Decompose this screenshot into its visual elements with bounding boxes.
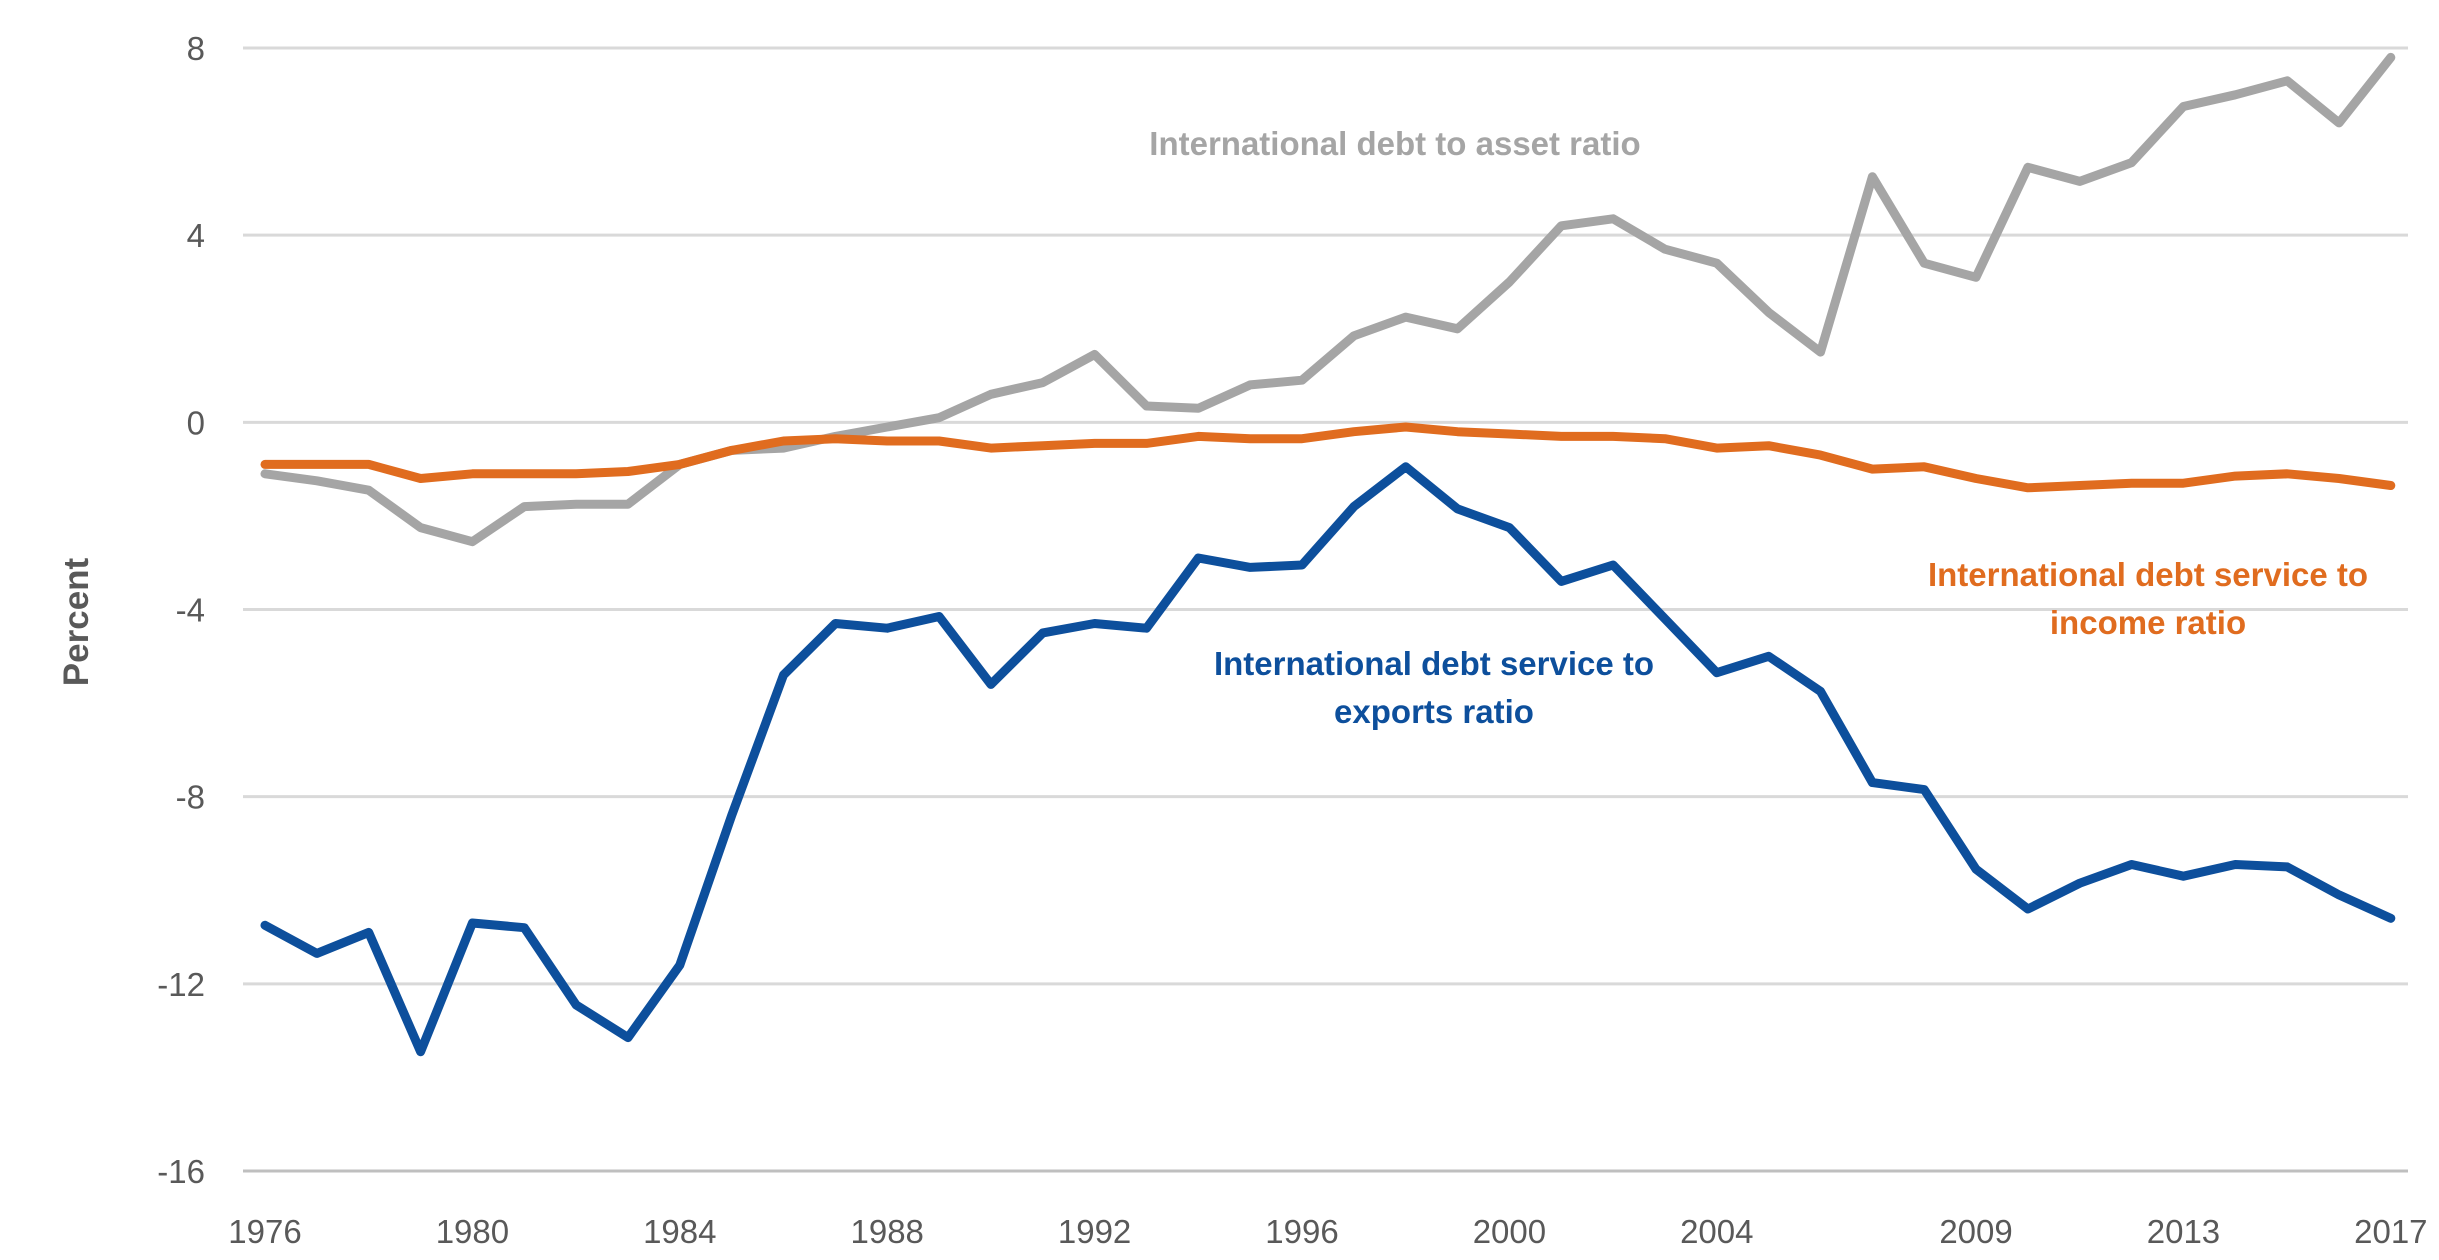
y-tick-label: 4 <box>187 217 205 254</box>
label-exports-ratio-line2: exports ratio <box>1334 693 1534 730</box>
x-tick-label: 1988 <box>850 1213 923 1250</box>
x-tick-label: 1996 <box>1265 1213 1338 1250</box>
y-tick-label: 0 <box>187 404 205 441</box>
x-tick-label: 2000 <box>1473 1213 1546 1250</box>
label-income-ratio-line1: International debt service to <box>1928 556 2368 593</box>
x-axis-ticks: 1976 1980 1984 1988 1992 1996 2000 2004 2009 2013… <box>228 1213 2427 1250</box>
x-tick-label: 2013 <box>2147 1213 2220 1250</box>
series-lines <box>260 52 2396 1057</box>
label-asset-ratio: International debt to asset ratio <box>1149 125 1640 162</box>
x-tick-label: 2009 <box>1939 1213 2012 1250</box>
x-tick-label: 1976 <box>228 1213 301 1250</box>
y-axis-ticks: 8 4 0 -4 -8 -12 -16 <box>157 30 205 1190</box>
x-tick-label: 1984 <box>643 1213 716 1250</box>
x-tick-label: 1980 <box>436 1213 509 1250</box>
y-tick-label: 8 <box>187 30 205 67</box>
label-income-ratio-line2: income ratio <box>2050 604 2246 641</box>
gridlines <box>243 46 2408 1173</box>
y-axis-label: Percent <box>57 557 96 686</box>
label-exports-ratio-line1: International debt service to <box>1214 645 1654 682</box>
series-line-exports-ratio <box>260 462 2396 1057</box>
x-tick-label: 2017 <box>2354 1213 2427 1250</box>
series-line-asset-ratio <box>260 52 2396 547</box>
y-tick-label: -12 <box>157 966 205 1003</box>
x-tick-label: 2004 <box>1680 1213 1753 1250</box>
x-tick-label: 1992 <box>1058 1213 1131 1250</box>
y-tick-label: -4 <box>176 592 205 629</box>
y-tick-label: -16 <box>157 1153 205 1190</box>
series-labels: International debt to asset ratio Intern… <box>1149 125 2368 730</box>
y-tick-label: -8 <box>176 779 205 816</box>
series-line-income-ratio <box>260 422 2396 493</box>
